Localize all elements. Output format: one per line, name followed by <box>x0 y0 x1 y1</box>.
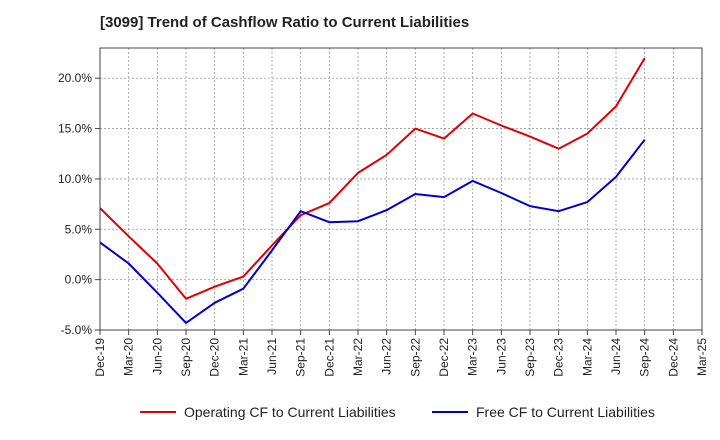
x-tick-label: Mar-25 <box>695 338 709 376</box>
x-tick-label: Sep-23 <box>523 338 537 377</box>
y-tick-label: 10.0% <box>58 172 92 186</box>
x-tick-label: Sep-20 <box>179 338 193 377</box>
x-tick-label: Dec-22 <box>437 338 451 377</box>
x-tick-label: Mar-24 <box>580 338 594 376</box>
x-tick-label: Sep-21 <box>294 338 308 377</box>
x-tick-label: Mar-20 <box>122 338 136 376</box>
legend-label-operating-cf: Operating CF to Current Liabilities <box>184 404 396 420</box>
series-line-0 <box>99 57 646 300</box>
x-tick-label: Dec-20 <box>208 338 222 377</box>
y-tick-label: 20.0% <box>58 71 92 85</box>
y-tick-label: 15.0% <box>58 122 92 136</box>
y-tick-label: -5.0% <box>61 323 93 337</box>
x-tick-label: Jun-20 <box>150 338 164 375</box>
x-tick-label: Mar-23 <box>466 338 480 376</box>
legend-label-free-cf: Free CF to Current Liabilities <box>476 404 655 420</box>
legend-swatch-operating-cf <box>140 411 176 413</box>
x-tick-label: Dec-24 <box>666 338 680 377</box>
x-axis-ticks: Dec-19 Mar-20 Jun-20 Sep-20 Dec-20 Mar-21 Jun-… <box>93 330 709 377</box>
y-tick-label: 5.0% <box>65 222 93 236</box>
legend-swatch-free-cf <box>432 411 468 413</box>
x-tick-label: Mar-22 <box>351 338 365 376</box>
x-tick-label: Dec-23 <box>552 338 566 377</box>
legend-item-operating-cf: Operating CF to Current Liabilities <box>140 404 396 420</box>
x-tick-label: Jun-24 <box>609 338 623 375</box>
grid-layer <box>100 48 702 331</box>
x-tick-label: Jun-23 <box>494 338 508 375</box>
x-tick-label: Jun-22 <box>380 338 394 375</box>
x-tick-label: Mar-21 <box>236 338 250 376</box>
x-tick-label: Jun-21 <box>265 338 279 375</box>
series-line-1 <box>99 139 646 324</box>
plot-frame <box>99 47 703 331</box>
series-layer <box>99 57 646 324</box>
y-axis-ticks: -5.0% 0.0% 5.0% 10.0% 15.0% 20.0% <box>58 71 100 337</box>
x-tick-label: Dec-19 <box>93 338 107 377</box>
legend-item-free-cf: Free CF to Current Liabilities <box>432 404 655 420</box>
x-tick-label: Sep-24 <box>638 338 652 377</box>
y-tick-label: 0.0% <box>65 273 93 287</box>
x-tick-label: Sep-22 <box>408 338 422 377</box>
x-tick-label: Dec-21 <box>322 338 336 377</box>
chart-title: [3099] Trend of Cashflow Ratio to Curren… <box>100 14 470 31</box>
